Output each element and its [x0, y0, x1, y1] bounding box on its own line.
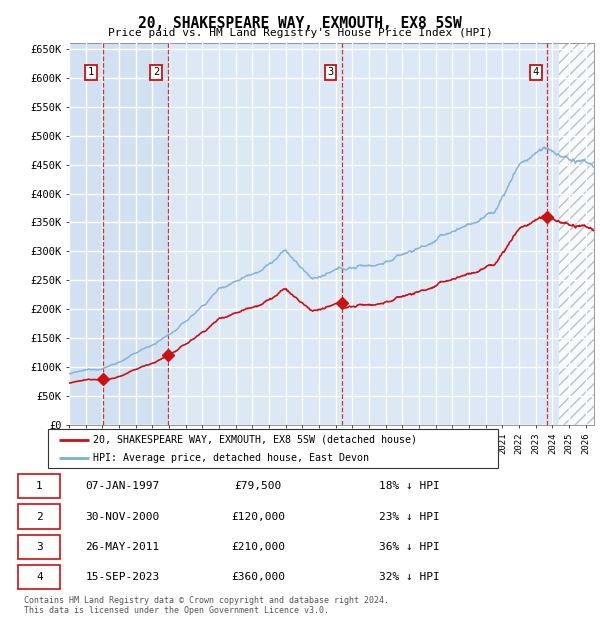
Text: 26-MAY-2011: 26-MAY-2011 — [85, 542, 160, 552]
Text: 20, SHAKESPEARE WAY, EXMOUTH, EX8 5SW (detached house): 20, SHAKESPEARE WAY, EXMOUTH, EX8 5SW (d… — [93, 435, 417, 445]
Text: 2: 2 — [153, 68, 159, 78]
Text: 30-NOV-2000: 30-NOV-2000 — [85, 512, 160, 521]
Bar — [559, 43, 594, 425]
Bar — [69, 43, 103, 425]
FancyBboxPatch shape — [19, 474, 60, 498]
Text: £79,500: £79,500 — [235, 481, 282, 491]
Text: 2: 2 — [36, 512, 43, 521]
FancyBboxPatch shape — [19, 565, 60, 589]
Text: £360,000: £360,000 — [232, 572, 286, 582]
Bar — [559, 43, 594, 425]
Text: 4: 4 — [533, 68, 539, 78]
Text: 3: 3 — [36, 542, 43, 552]
Text: HPI: Average price, detached house, East Devon: HPI: Average price, detached house, East… — [93, 453, 369, 463]
Text: 3: 3 — [328, 68, 334, 78]
Text: 36% ↓ HPI: 36% ↓ HPI — [379, 542, 439, 552]
Text: £120,000: £120,000 — [232, 512, 286, 521]
Text: 1: 1 — [36, 481, 43, 491]
FancyBboxPatch shape — [19, 505, 60, 529]
Text: 20, SHAKESPEARE WAY, EXMOUTH, EX8 5SW: 20, SHAKESPEARE WAY, EXMOUTH, EX8 5SW — [138, 16, 462, 30]
Text: £210,000: £210,000 — [232, 542, 286, 552]
Bar — [559, 43, 594, 425]
FancyBboxPatch shape — [19, 534, 60, 559]
Text: 07-JAN-1997: 07-JAN-1997 — [85, 481, 160, 491]
Text: 23% ↓ HPI: 23% ↓ HPI — [379, 512, 439, 521]
Text: Price paid vs. HM Land Registry's House Price Index (HPI): Price paid vs. HM Land Registry's House … — [107, 28, 493, 38]
Text: 15-SEP-2023: 15-SEP-2023 — [85, 572, 160, 582]
Text: 1: 1 — [88, 68, 94, 78]
Bar — [103, 43, 167, 425]
Text: Contains HM Land Registry data © Crown copyright and database right 2024.: Contains HM Land Registry data © Crown c… — [24, 596, 389, 606]
Text: 18% ↓ HPI: 18% ↓ HPI — [379, 481, 439, 491]
Text: 4: 4 — [36, 572, 43, 582]
Text: This data is licensed under the Open Government Licence v3.0.: This data is licensed under the Open Gov… — [24, 606, 329, 616]
Text: 32% ↓ HPI: 32% ↓ HPI — [379, 572, 439, 582]
FancyBboxPatch shape — [48, 429, 498, 468]
